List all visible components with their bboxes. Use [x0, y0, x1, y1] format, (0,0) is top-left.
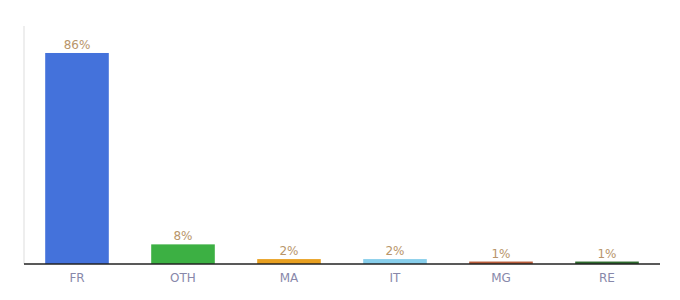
bar: [45, 53, 109, 264]
x-tick-label: MG: [491, 271, 511, 285]
bars: [45, 53, 639, 264]
x-tick-label: MA: [280, 271, 299, 285]
data-label: 8%: [173, 229, 192, 243]
x-tick-label: IT: [390, 271, 402, 285]
x-tick-label: RE: [599, 271, 615, 285]
data-label: 2%: [385, 244, 404, 258]
chart-container: 86% 8% 2% 2% 1% 1% FR OTH MA IT MG RE: [0, 0, 680, 300]
y-axis-line: [24, 26, 25, 264]
data-label: 86%: [64, 38, 91, 52]
x-tick-label: FR: [69, 271, 84, 285]
data-label: 2%: [279, 244, 298, 258]
bar: [151, 244, 215, 264]
x-axis-line: [24, 263, 660, 265]
data-label: 1%: [597, 247, 616, 261]
x-tick-label: OTH: [170, 271, 196, 285]
data-label: 1%: [491, 247, 510, 261]
chart: 86% 8% 2% 2% 1% 1% FR OTH MA IT MG RE: [0, 0, 680, 300]
